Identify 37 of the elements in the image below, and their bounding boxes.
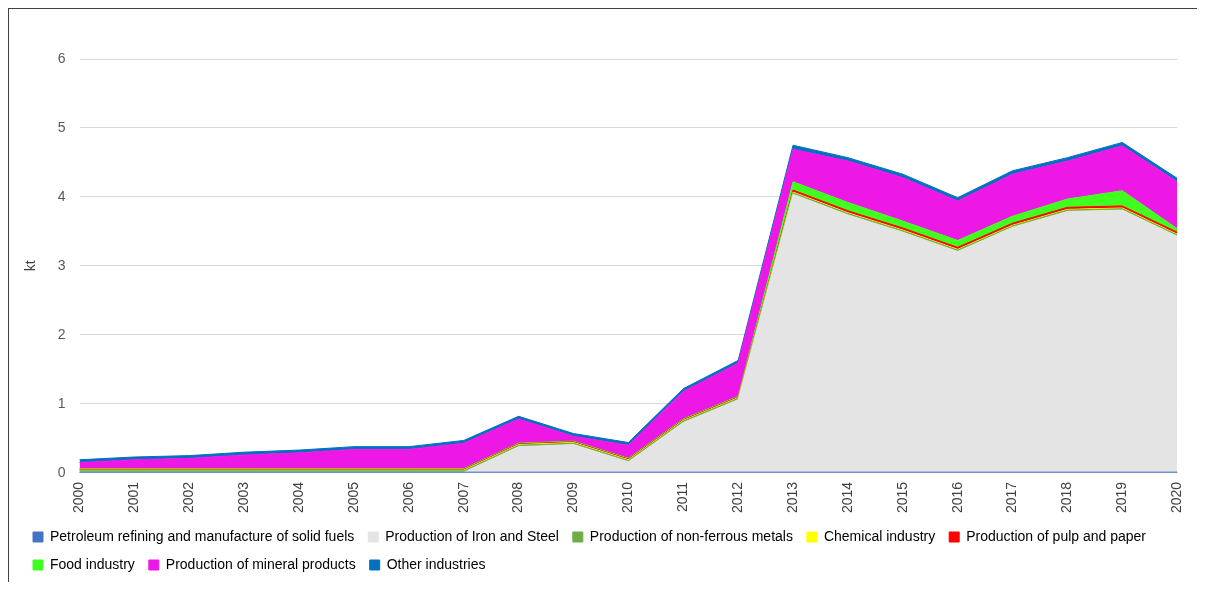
legend-label: Production of mineral products [165,555,356,572]
x-tick-label: 2012 [729,481,746,514]
legend-label: Food industry [50,555,135,572]
x-tick-label: 2005 [344,481,361,514]
y-tick-label: 3 [57,256,66,273]
x-tick-label: 2009 [564,481,581,514]
x-tick-label: 2001 [125,481,142,514]
x-tick-label: 2011 [674,481,691,512]
legend-label: Other industries [386,555,486,572]
y-tick-label: 6 [57,49,66,66]
x-tick-label: 2000 [70,481,87,514]
y-tick-label: 5 [57,118,66,135]
x-tick-label: 2020 [1168,481,1185,514]
x-tick-label: 2013 [783,481,800,514]
legend-label: Production of Iron and Steel [385,527,559,544]
x-tick-label: 2017 [1003,481,1020,514]
y-axis-title: kt [22,260,39,272]
x-tick-label: 2003 [235,481,252,514]
legend-label: Production of non-ferrous metals [589,527,793,544]
y-tick-label: 2 [57,325,66,342]
x-tick-label: 2015 [893,481,910,514]
y-tick-label: 1 [57,394,66,411]
legend-label: Petroleum refining and manufacture of solid fuels [50,527,355,544]
x-tick-label: 2018 [1058,481,1075,514]
x-tick-label: 2010 [619,481,636,514]
x-tick-label: 2002 [180,481,197,514]
y-tick-label: 4 [57,187,66,204]
x-tick-label: 2016 [948,481,965,514]
x-tick-label: 2014 [838,481,855,514]
x-tick-label: 2006 [399,481,416,514]
legend-label: Chemical industry [823,527,936,544]
y-tick-label: 0 [57,463,66,480]
x-tick-label: 2007 [454,481,471,514]
x-tick-label: 2019 [1113,481,1130,514]
legend-label: Production of pulp and paper [966,527,1147,544]
x-tick-label: 2008 [509,481,526,514]
x-tick-label: 2004 [289,481,306,514]
